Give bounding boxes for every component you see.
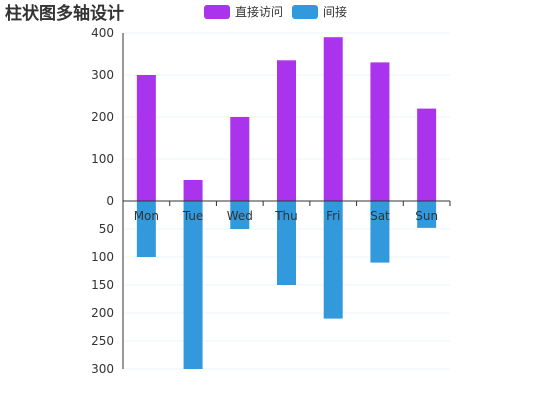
legend-item-direct[interactable]: 直接访问 <box>204 4 283 19</box>
y-tick-top-4: 400 <box>91 26 114 40</box>
bar-indirect-mon[interactable] <box>136 201 156 257</box>
y-tick-top-2: 200 <box>91 110 114 124</box>
y-tick-bottom-2: 150 <box>91 278 114 292</box>
bar-indirect-sat[interactable] <box>370 201 390 263</box>
bar-direct-wed[interactable] <box>230 117 250 201</box>
bar-indirect-fri[interactable] <box>323 201 343 319</box>
x-tick-label-sat: Sat <box>370 209 390 223</box>
x-tick-label-wed: Wed <box>227 209 253 223</box>
legend-swatch-direct <box>204 5 230 19</box>
bar-indirect-sun[interactable] <box>417 201 437 228</box>
bar-direct-fri[interactable] <box>323 37 343 202</box>
axes <box>122 33 451 369</box>
y-tick-top-3: 300 <box>91 68 114 82</box>
y-tick-top-0: 0 <box>106 194 114 208</box>
bar-indirect-thu[interactable] <box>277 201 296 285</box>
bar-indirect-tue[interactable] <box>183 201 203 369</box>
legend-label-direct: 直接访问 <box>235 4 283 19</box>
y-tick-bottom-1: 100 <box>91 250 114 264</box>
x-tick-label-thu: Thu <box>274 209 298 223</box>
bar-direct-sat[interactable] <box>370 62 390 202</box>
bar-direct-thu[interactable] <box>277 60 296 201</box>
legend: 直接访问 间接 <box>204 4 347 19</box>
y-tick-bottom-0: 50 <box>99 222 114 236</box>
x-tick-label-fri: Fri <box>326 209 340 223</box>
tick-labels: 0 100 200 300 400 50 100 150 200 250 300 Mon Tue Wed T… <box>91 26 438 376</box>
bar-direct-mon[interactable] <box>136 75 156 201</box>
bars <box>136 37 437 369</box>
y-tick-bottom-5: 300 <box>91 362 114 376</box>
y-tick-top-1: 100 <box>91 152 114 166</box>
x-tick-label-mon: Mon <box>134 209 159 223</box>
bar-direct-tue[interactable] <box>183 180 203 201</box>
bar-indirect-wed[interactable] <box>230 201 250 229</box>
y-tick-bottom-3: 200 <box>91 306 114 320</box>
x-tick-label-sun: Sun <box>415 209 438 223</box>
bar-direct-sun[interactable] <box>417 108 437 201</box>
legend-item-indirect[interactable]: 间接 <box>292 4 347 19</box>
x-tick-label-tue: Tue <box>182 209 204 223</box>
legend-swatch-indirect <box>292 5 318 19</box>
legend-label-indirect: 间接 <box>323 4 347 19</box>
y-tick-bottom-4: 250 <box>91 334 114 348</box>
chart-title: 柱状图多轴设计 <box>5 3 124 24</box>
